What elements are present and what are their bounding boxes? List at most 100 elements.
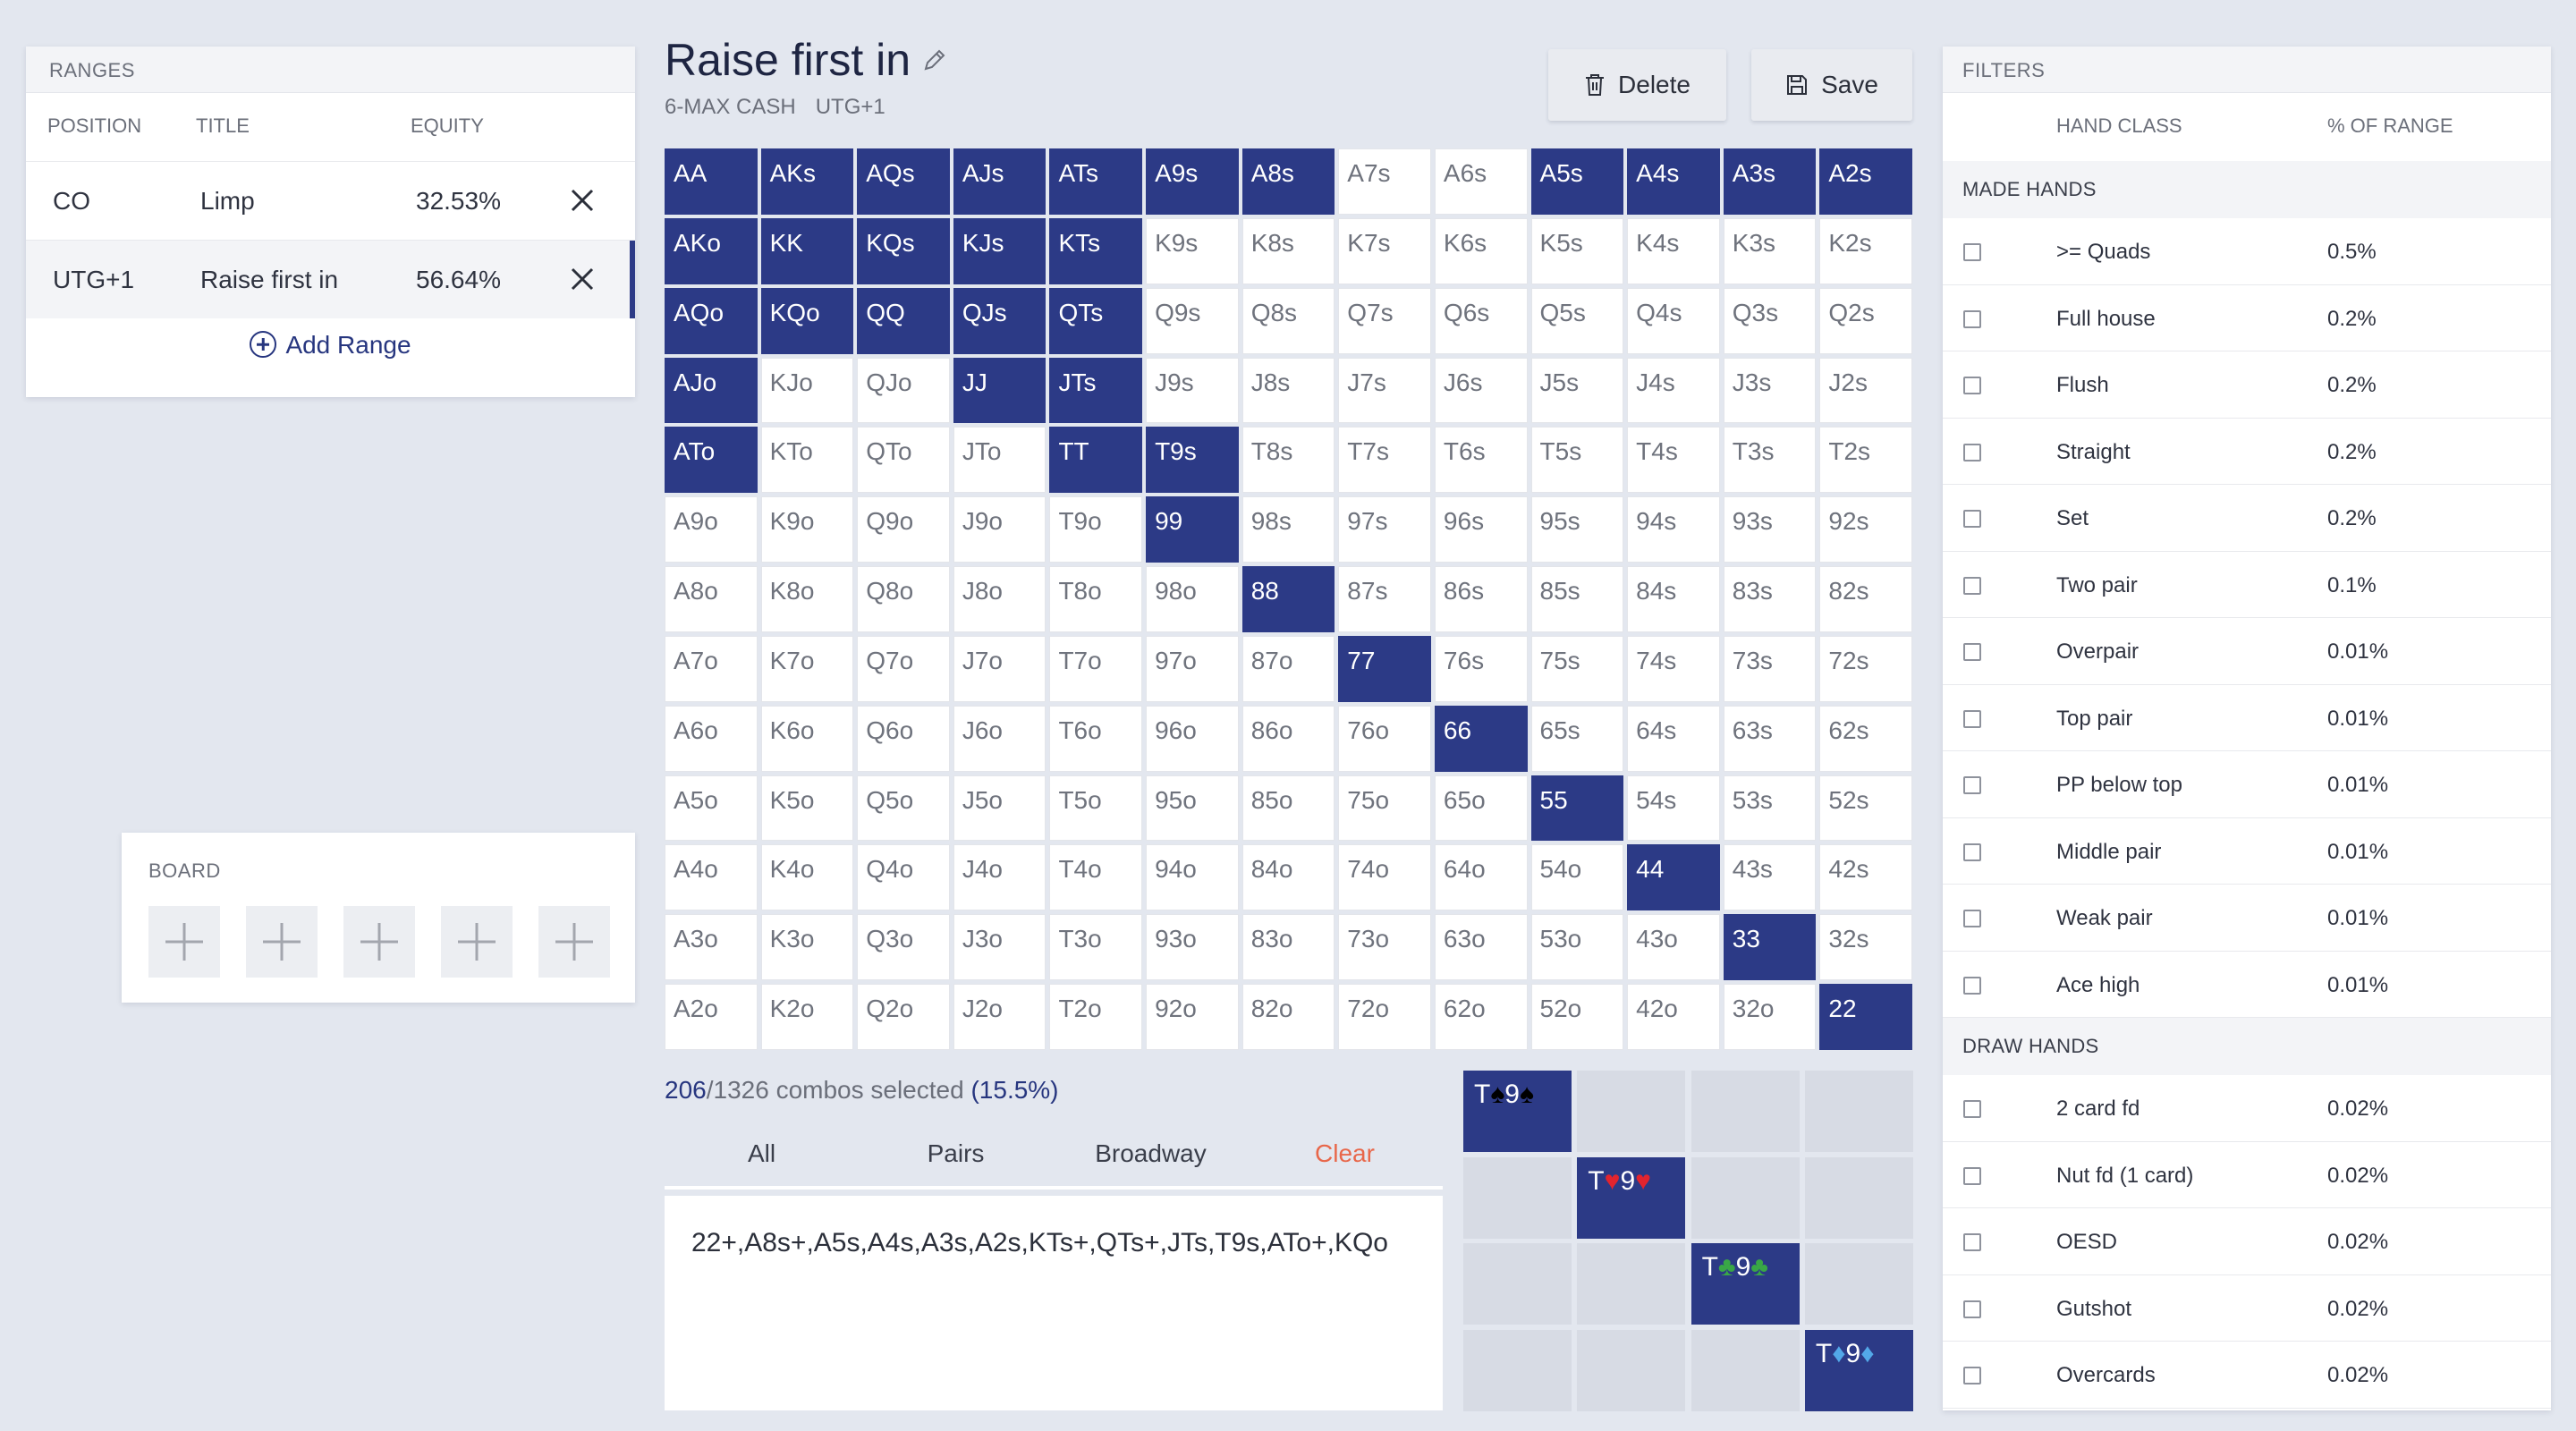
hand-cell-T2s[interactable]: T2s: [1819, 427, 1912, 494]
range-row-utg1[interactable]: UTG+1 Raise first in 56.64%: [26, 240, 635, 318]
hand-cell-63s[interactable]: 63s: [1723, 705, 1817, 772]
combo-card-blue[interactable]: T♦9♦: [1804, 1330, 1913, 1412]
hand-cell-77[interactable]: 77: [1338, 635, 1431, 702]
hand-cell-65o[interactable]: 65o: [1434, 775, 1528, 842]
hand-cell-JTs[interactable]: JTs: [1049, 357, 1143, 424]
hand-cell-T7s[interactable]: T7s: [1338, 427, 1431, 494]
filter-row[interactable]: Full house 0.2%: [1943, 285, 2551, 351]
hand-cell-A3o[interactable]: A3o: [665, 914, 758, 981]
hand-cell-76o[interactable]: 76o: [1338, 705, 1431, 772]
hand-cell-86s[interactable]: 86s: [1434, 566, 1528, 632]
hand-cell-QQ[interactable]: QQ: [857, 287, 950, 354]
hand-cell-KQs[interactable]: KQs: [857, 217, 950, 284]
close-icon[interactable]: [567, 264, 597, 294]
hand-cell-Q7s[interactable]: Q7s: [1338, 287, 1431, 354]
hand-cell-T2o[interactable]: T2o: [1049, 984, 1143, 1050]
hand-cell-53s[interactable]: 53s: [1723, 775, 1817, 842]
hand-cell-T4o[interactable]: T4o: [1049, 844, 1143, 911]
hand-cell-J6o[interactable]: J6o: [953, 705, 1046, 772]
board-card-slot-5[interactable]: [538, 906, 610, 978]
hand-cell-62o[interactable]: 62o: [1434, 984, 1528, 1050]
filter-checkbox[interactable]: [1963, 643, 1981, 661]
hand-cell-K4o[interactable]: K4o: [760, 844, 854, 911]
hand-cell-K8s[interactable]: K8s: [1241, 217, 1335, 284]
hand-cell-84s[interactable]: 84s: [1627, 566, 1720, 632]
hand-cell-75o[interactable]: 75o: [1338, 775, 1431, 842]
hand-cell-J8s[interactable]: J8s: [1241, 357, 1335, 424]
filter-checkbox[interactable]: [1963, 1166, 1981, 1185]
hand-cell-T8o[interactable]: T8o: [1049, 566, 1143, 632]
hand-cell-96o[interactable]: 96o: [1146, 705, 1239, 772]
hand-cell-82o[interactable]: 82o: [1241, 984, 1335, 1050]
filter-row[interactable]: Overpair 0.01%: [1943, 618, 2551, 685]
hand-cell-K5o[interactable]: K5o: [760, 775, 854, 842]
hand-cell-K4s[interactable]: K4s: [1627, 217, 1720, 284]
board-card-slot-4[interactable]: [441, 906, 513, 978]
filter-row[interactable]: Middle pair 0.01%: [1943, 818, 2551, 885]
combo-card-black[interactable]: T♠9♠: [1463, 1071, 1572, 1152]
filter-row[interactable]: Weak pair 0.01%: [1943, 885, 2551, 952]
hand-cell-55[interactable]: 55: [1530, 775, 1624, 842]
hand-cell-T4s[interactable]: T4s: [1627, 427, 1720, 494]
hand-cell-QTs[interactable]: QTs: [1049, 287, 1143, 354]
hand-cell-44[interactable]: 44: [1627, 844, 1720, 911]
hand-cell-85s[interactable]: 85s: [1530, 566, 1624, 632]
hand-cell-Q9o[interactable]: Q9o: [857, 496, 950, 563]
filter-checkbox[interactable]: [1963, 309, 1981, 328]
hand-cell-96s[interactable]: 96s: [1434, 496, 1528, 563]
hand-cell-QJs[interactable]: QJs: [953, 287, 1046, 354]
hand-cell-42s[interactable]: 42s: [1819, 844, 1912, 911]
hand-cell-J3s[interactable]: J3s: [1723, 357, 1817, 424]
filter-checkbox[interactable]: [1963, 1100, 1981, 1118]
hand-cell-QTo[interactable]: QTo: [857, 427, 950, 494]
filter-checkbox[interactable]: [1963, 843, 1981, 861]
filter-checkbox[interactable]: [1963, 709, 1981, 728]
filter-row[interactable]: >= Quads 0.5%: [1943, 218, 2551, 285]
filter-checkbox[interactable]: [1963, 1300, 1981, 1318]
hand-cell-A5o[interactable]: A5o: [665, 775, 758, 842]
hand-cell-T7o[interactable]: T7o: [1049, 635, 1143, 702]
hand-cell-AA[interactable]: AA: [665, 148, 758, 215]
combo-matrix-cell[interactable]: [1463, 1330, 1572, 1412]
filter-checkbox[interactable]: [1963, 910, 1981, 927]
hand-cell-Q5o[interactable]: Q5o: [857, 775, 950, 842]
hand-cell-84o[interactable]: 84o: [1241, 844, 1335, 911]
combo-card-red[interactable]: T♥9♥: [1577, 1156, 1686, 1239]
hand-cell-J5o[interactable]: J5o: [953, 775, 1046, 842]
hand-cell-65s[interactable]: 65s: [1530, 705, 1624, 772]
hand-cell-A2o[interactable]: A2o: [665, 984, 758, 1050]
hand-cell-32s[interactable]: 32s: [1819, 914, 1912, 981]
add-range-button[interactable]: Add Range: [26, 318, 635, 372]
hand-cell-54o[interactable]: 54o: [1530, 844, 1624, 911]
hand-cell-93s[interactable]: 93s: [1723, 496, 1817, 563]
hand-cell-KJs[interactable]: KJs: [953, 217, 1046, 284]
hand-cell-JTo[interactable]: JTo: [953, 427, 1046, 494]
hand-cell-KTs[interactable]: KTs: [1049, 217, 1143, 284]
combo-matrix-cell[interactable]: [1577, 1071, 1686, 1152]
hand-cell-97o[interactable]: 97o: [1146, 635, 1239, 702]
hand-cell-AJo[interactable]: AJo: [665, 357, 758, 424]
hand-cell-75s[interactable]: 75s: [1530, 635, 1624, 702]
board-card-slot-1[interactable]: [148, 906, 220, 978]
hand-cell-AJs[interactable]: AJs: [953, 148, 1046, 215]
hand-cell-A4s[interactable]: A4s: [1627, 148, 1720, 215]
hand-cell-Q9s[interactable]: Q9s: [1146, 287, 1239, 354]
hand-cell-Q6o[interactable]: Q6o: [857, 705, 950, 772]
hand-cell-K3o[interactable]: K3o: [760, 914, 854, 981]
filter-row[interactable]: Nut fd (1 card) 0.02%: [1943, 1142, 2551, 1208]
range-text-field[interactable]: 22+,A8s+,A5s,A4s,A3s,A2s,KTs+,QTs+,JTs,T…: [665, 1196, 1443, 1410]
hand-cell-T8s[interactable]: T8s: [1241, 427, 1335, 494]
hand-cell-ATo[interactable]: ATo: [665, 427, 758, 494]
hand-cell-K2s[interactable]: K2s: [1819, 217, 1912, 284]
filter-row[interactable]: Top pair 0.01%: [1943, 685, 2551, 751]
hand-cell-J3o[interactable]: J3o: [953, 914, 1046, 981]
hand-cell-ATs[interactable]: ATs: [1049, 148, 1143, 215]
hand-cell-J4o[interactable]: J4o: [953, 844, 1046, 911]
combo-matrix-cell[interactable]: [1804, 1071, 1913, 1152]
hand-cell-94s[interactable]: 94s: [1627, 496, 1720, 563]
combo-matrix-cell[interactable]: [1690, 1156, 1800, 1239]
hand-cell-Q6s[interactable]: Q6s: [1434, 287, 1528, 354]
hand-cell-KJo[interactable]: KJo: [760, 357, 854, 424]
hand-cell-43o[interactable]: 43o: [1627, 914, 1720, 981]
tab-broadway[interactable]: Broadway: [1095, 1139, 1207, 1167]
